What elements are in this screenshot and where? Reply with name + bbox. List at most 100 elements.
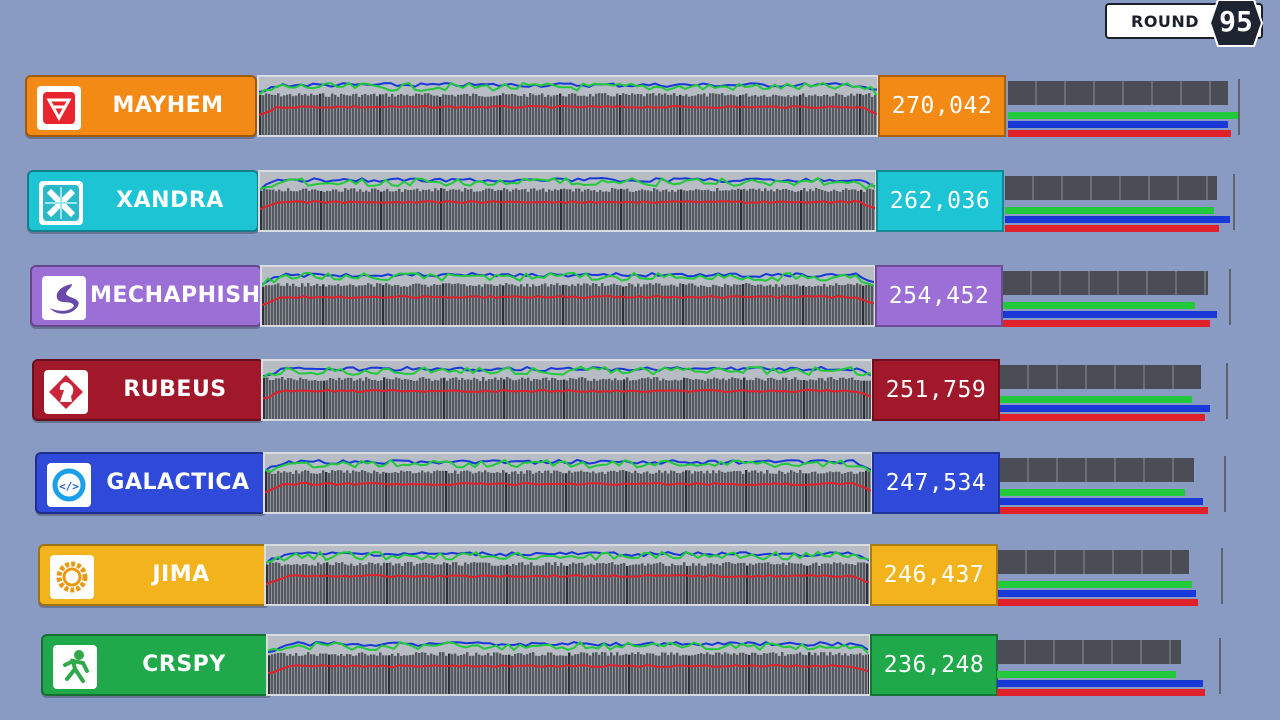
graph-bar (697, 94, 700, 135)
graph-bar (281, 191, 284, 230)
graph-bar (424, 93, 427, 135)
graph-bar (286, 655, 289, 694)
graph-bar (527, 377, 530, 419)
graph-bar (770, 377, 773, 419)
graph-bar (454, 96, 457, 135)
graph-bar (493, 285, 496, 325)
graph-bar (374, 379, 377, 419)
graph-bar (628, 654, 631, 694)
graph-bar (454, 470, 457, 512)
graph-bar (814, 652, 817, 694)
graph-bar (763, 653, 766, 694)
graph-bar (451, 654, 454, 694)
graph-bar (826, 94, 829, 135)
graph-bar (509, 565, 512, 604)
graph-bar (277, 283, 280, 325)
graph-bar (500, 564, 503, 604)
graph-svg (262, 271, 874, 325)
graph-bar (430, 473, 433, 512)
graph-bar (505, 94, 508, 135)
graph-bar (295, 95, 298, 135)
graph-bar (319, 93, 322, 135)
graph-bar (412, 654, 415, 694)
graph-bar (283, 471, 286, 512)
graph-bar (463, 654, 466, 694)
graph-bar (470, 188, 473, 230)
graph-bar (466, 93, 469, 135)
graph-bar (769, 284, 772, 325)
stat-bar-green (998, 581, 1192, 588)
graph-bar (781, 652, 784, 694)
graph-bar (754, 470, 757, 512)
graph-bar (637, 472, 640, 512)
graph-bar (557, 565, 560, 604)
graph-bar (773, 378, 776, 419)
graph-bar (491, 189, 494, 230)
graph-bar (530, 562, 533, 604)
graph-bar (565, 655, 568, 694)
graph-bar (592, 471, 595, 512)
graph-bar (385, 655, 388, 694)
graph-bar (335, 562, 338, 604)
graph-bar (652, 284, 655, 325)
graph-bar (530, 380, 533, 419)
graph-bar (832, 95, 835, 135)
graph-bar (476, 191, 479, 230)
graph-bar (388, 473, 391, 512)
graph-bar (502, 470, 505, 512)
graph-bar (742, 94, 745, 135)
score-history-graph (261, 359, 873, 421)
graph-bar (337, 655, 340, 694)
graph-bar (484, 96, 487, 135)
graph-bar (764, 188, 767, 230)
graph-bar (395, 377, 398, 419)
graph-bar (352, 285, 355, 325)
graph-bar (586, 653, 589, 694)
graph-bar (724, 652, 727, 694)
graph-bar (331, 285, 334, 325)
graph-bar (572, 378, 575, 419)
graph-bar (571, 93, 574, 135)
graph-bar (268, 472, 271, 512)
graph-bar (425, 378, 428, 419)
graph-bar (578, 377, 581, 419)
graph-bar (287, 188, 290, 230)
graph-bar (368, 191, 371, 230)
graph-bar (469, 471, 472, 512)
graph-bar (422, 377, 425, 419)
graph-bar (458, 189, 461, 230)
graph-bar (821, 563, 824, 604)
graph-bar (302, 379, 305, 419)
graph-bar (551, 564, 554, 604)
graph-bar (547, 652, 550, 694)
graph-bar (742, 473, 745, 512)
graph-bar (404, 562, 407, 604)
graph-bar (275, 191, 278, 230)
graph-bar (379, 652, 382, 694)
graph-bar (679, 473, 682, 512)
score-box: 247,534 (872, 452, 1000, 514)
graph-bar (488, 188, 491, 230)
graph-bar (845, 188, 848, 230)
graph-bar (560, 562, 563, 604)
graph-bar (419, 377, 422, 419)
graph-bar (782, 562, 785, 604)
graph-bar (755, 563, 758, 604)
graph-bar (406, 471, 409, 512)
graph-bar (595, 473, 598, 512)
graph-bar (317, 562, 320, 604)
stat-bar-axis (1238, 79, 1240, 135)
graph-bar (682, 654, 685, 694)
graph-bar (577, 95, 580, 135)
graph-bar (301, 283, 304, 325)
graph-bar (466, 286, 469, 325)
graph-bar (850, 471, 853, 512)
graph-bar (602, 378, 605, 419)
graph-bar (544, 283, 547, 325)
graph-bar (392, 191, 395, 230)
graph-bar (835, 93, 838, 135)
graph-bar (604, 652, 607, 694)
graph-bar (866, 563, 869, 604)
graph-bar (868, 471, 871, 512)
crspy-runner-icon (53, 645, 97, 689)
